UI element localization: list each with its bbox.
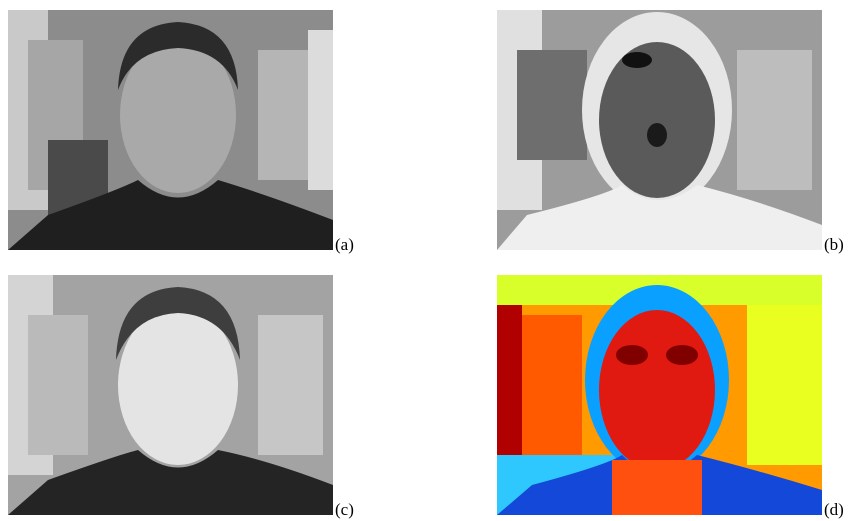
panel-label: (d) — [824, 500, 844, 519]
photo-segmented-c — [8, 275, 333, 515]
photo-original — [8, 10, 333, 250]
panel-label: (c) — [335, 500, 354, 519]
photo-segmented-b — [497, 10, 822, 250]
photo-false-color — [497, 275, 822, 515]
panel-label: (a) — [335, 235, 354, 254]
panel-label: (b) — [824, 235, 844, 254]
figure: (a) (b) (c) (d) — [0, 0, 856, 521]
